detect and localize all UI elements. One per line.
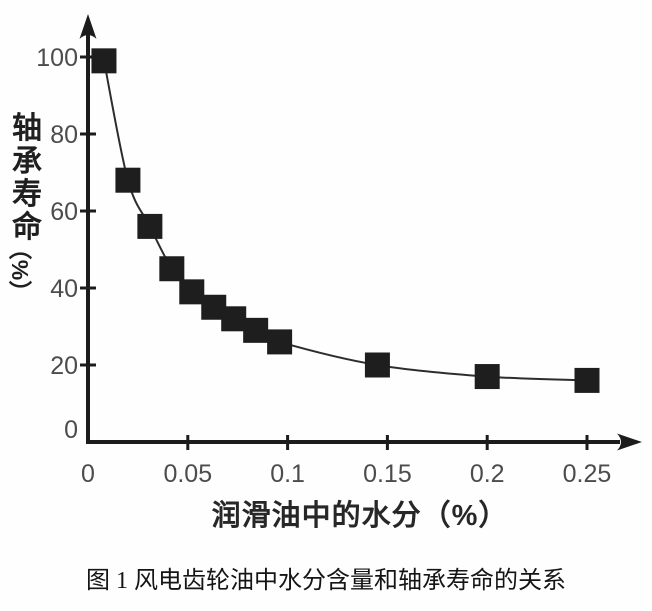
data-point-marker <box>474 364 500 390</box>
x-tick-label: 0.1 <box>270 460 305 488</box>
y-tick-label: 20 <box>50 352 78 380</box>
data-point-marker <box>115 167 141 193</box>
data-series <box>91 48 600 393</box>
x-tick-label: 0.05 <box>163 460 212 488</box>
data-point-marker <box>574 367 600 393</box>
data-point-marker <box>179 279 205 305</box>
x-tick-label: 0.2 <box>470 460 505 488</box>
data-point-marker <box>137 213 163 239</box>
data-point-marker <box>364 352 390 378</box>
y-axis-arrow-icon <box>79 14 97 39</box>
x-tick-label: 0.15 <box>363 460 412 488</box>
axes <box>79 14 642 451</box>
data-point-marker <box>91 48 117 74</box>
data-curve <box>103 60 588 382</box>
y-tick-label: 60 <box>50 198 78 226</box>
y-tick-label: 100 <box>36 44 78 72</box>
data-point-marker <box>221 306 247 332</box>
data-point-marker <box>267 329 293 355</box>
y-axis-unit-label: （%） <box>7 236 33 304</box>
figure-caption: 图 1 风电齿轮油中水分含量和轴承寿命的关系 <box>86 568 566 594</box>
y-tick-label: 40 <box>50 275 78 303</box>
x-tick-label: 0.25 <box>563 460 612 488</box>
x-axis-arrow-icon <box>617 433 642 451</box>
y-tick-label: 80 <box>50 121 78 149</box>
x-tick-label: 0 <box>81 460 95 488</box>
data-point-marker <box>243 317 269 343</box>
y-tick-label: 0 <box>64 416 78 444</box>
y-axis-label: 轴承寿命 <box>12 112 42 244</box>
data-point-marker <box>159 256 185 282</box>
tick-labels: 0 20 40 60 80 100 0 0.05 0.1 0.15 0.2 0.25 <box>36 44 611 488</box>
x-axis-label: 润滑油中的水分（%） <box>211 500 509 532</box>
